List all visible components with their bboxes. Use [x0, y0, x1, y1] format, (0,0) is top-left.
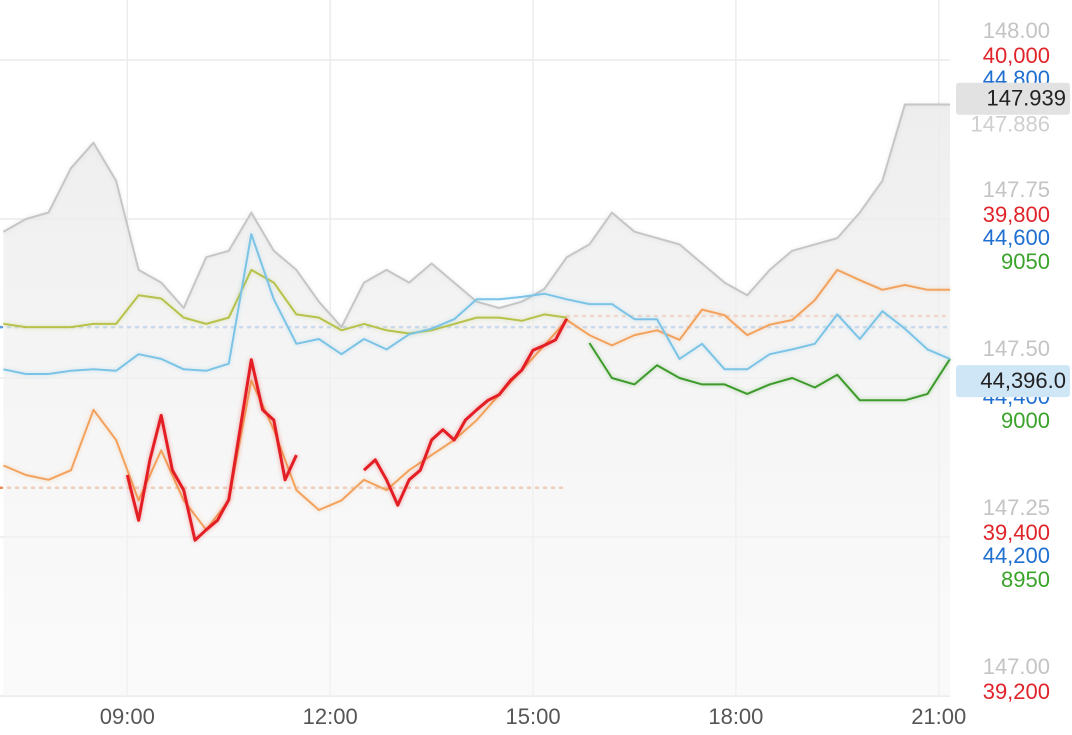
- y-tick-label: 39,800: [983, 202, 1050, 227]
- line: [2, 103, 950, 329]
- price-badge-label: 44,396.0: [980, 368, 1066, 393]
- y-tick-label: 44,200: [983, 543, 1050, 568]
- x-tick-label: 18:00: [708, 704, 763, 729]
- y-tick-label: 39,200: [983, 679, 1050, 704]
- price-badge: [956, 365, 1070, 398]
- area: [3, 104, 950, 696]
- line: [3, 268, 567, 335]
- line: [125, 358, 298, 542]
- y-tick-label: 147.50: [983, 336, 1050, 361]
- line: [3, 233, 951, 375]
- y-tick-label: 8950: [1001, 567, 1050, 592]
- y-tick-label: 44,600: [983, 225, 1050, 250]
- y-tick-label: 9050: [1001, 249, 1050, 274]
- y-tick-label: 9000: [1001, 408, 1050, 433]
- y-tick-label: 40,000: [983, 43, 1050, 68]
- y-tick-label: 39,400: [983, 520, 1050, 545]
- x-tick-label: 21:00: [911, 704, 966, 729]
- y-tick-label: 147.75: [983, 177, 1050, 202]
- x-tick-label: 09:00: [100, 704, 155, 729]
- y-tick-label: 147.25: [983, 495, 1050, 520]
- y-tick-label: 148.00: [983, 18, 1050, 43]
- x-tick-label: 15:00: [506, 704, 561, 729]
- line: [3, 268, 950, 531]
- price-badge: [956, 82, 1070, 115]
- x-tick-label: 12:00: [303, 704, 358, 729]
- price-marker-label: 147.886: [970, 111, 1050, 136]
- price-badge-label: 147.939: [986, 86, 1066, 111]
- line: [588, 342, 951, 402]
- y-tick-label: 147.00: [983, 654, 1050, 679]
- line: [362, 317, 569, 507]
